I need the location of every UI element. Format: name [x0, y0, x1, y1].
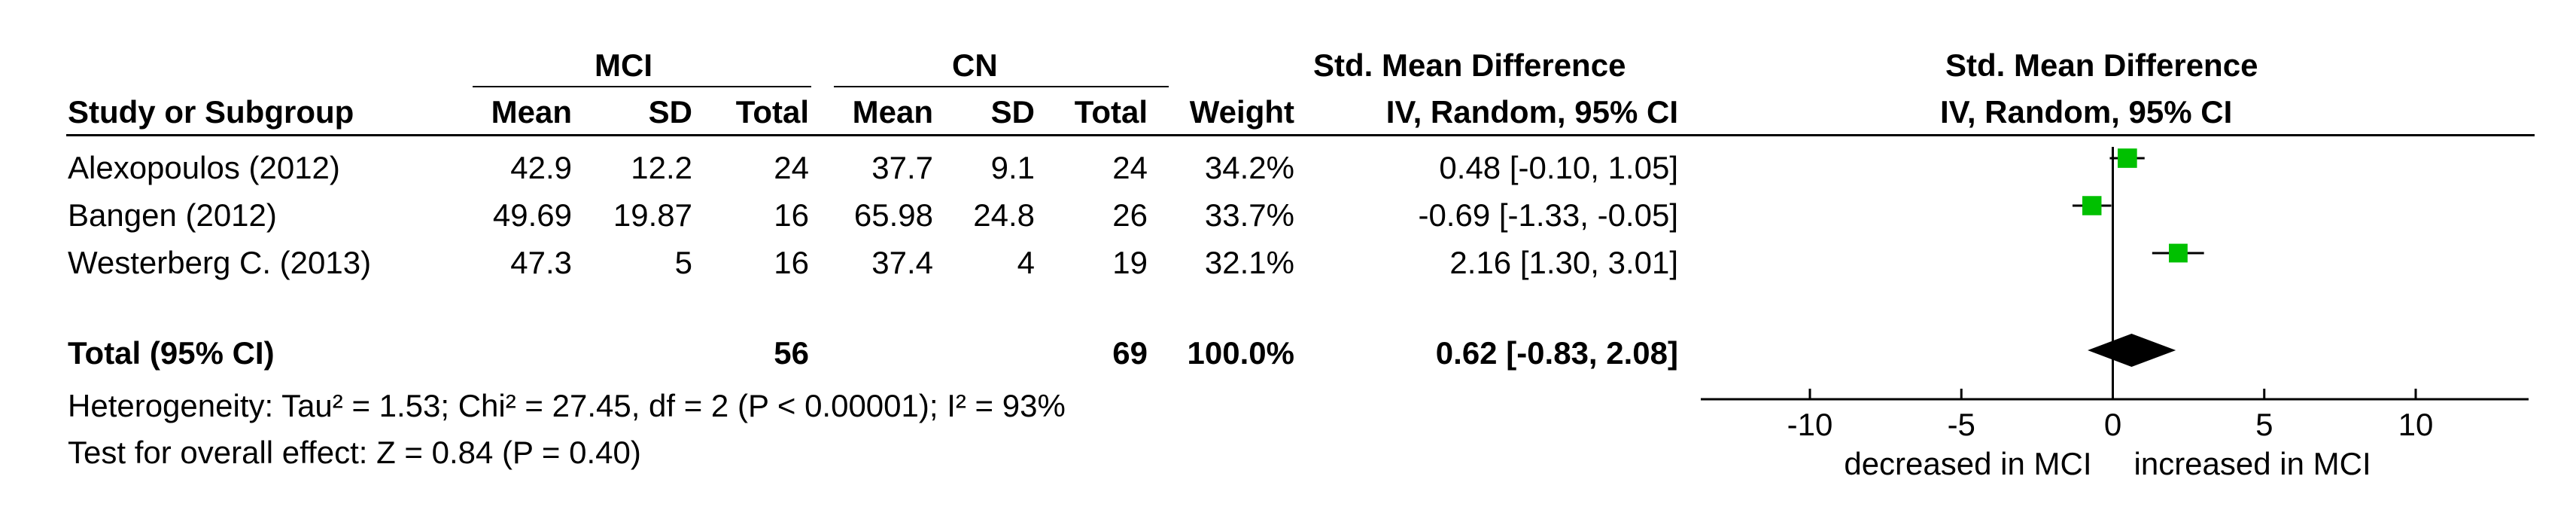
mci-group-header: MCI [595, 47, 652, 83]
row-cn-mean: 37.4 [871, 245, 933, 280]
right-direction-label: increased in MCI [2134, 446, 2371, 481]
study-marker [2117, 148, 2137, 168]
x-tick-label: 5 [2255, 407, 2273, 442]
smd-group-header: Std. Mean Difference [1313, 47, 1626, 83]
row-cn-sd: 24.8 [973, 197, 1035, 233]
col-weight: Weight [1189, 94, 1294, 130]
row-mci-sd: 19.87 [613, 197, 692, 233]
heterogeneity-text: Heterogeneity: Tau² = 1.53; Chi² = 27.45… [68, 388, 1066, 423]
row-cn-sd: 4 [1017, 245, 1035, 280]
row-smd: 2.16 [1.30, 3.01] [1449, 245, 1678, 280]
left-direction-label: decreased in MCI [1844, 446, 2091, 481]
row-mci-total: 24 [774, 150, 809, 185]
row-study: Bangen (2012) [68, 197, 277, 233]
row-mci-total: 16 [774, 197, 809, 233]
study-marker [2169, 243, 2188, 263]
row-mci-sd: 12.2 [631, 150, 692, 185]
x-tick-label: -5 [1948, 407, 1975, 442]
col-mci-sd: SD [648, 94, 692, 130]
row-cn-mean: 37.7 [871, 150, 933, 185]
row-cn-total: 26 [1112, 197, 1148, 233]
row-smd: 0.48 [-0.10, 1.05] [1439, 150, 1678, 185]
row-weight: 34.2% [1204, 150, 1294, 185]
row-study: Alexopoulos (2012) [68, 150, 340, 185]
row-mci-mean: 47.3 [510, 245, 572, 280]
study-marker [2082, 196, 2102, 215]
x-tick-label: -10 [1787, 407, 1833, 442]
total-mci-total: 56 [774, 335, 809, 371]
total-label: Total (95% CI) [68, 335, 275, 371]
row-mci-mean: 42.9 [510, 150, 572, 185]
cn-header-rule [834, 86, 1169, 87]
row-weight: 32.1% [1204, 245, 1294, 280]
x-tick-label: 0 [2104, 407, 2121, 442]
col-smd: IV, Random, 95% CI [1385, 94, 1678, 130]
overall-effect-text: Test for overall effect: Z = 0.84 (P = 0… [68, 435, 641, 470]
row-smd: -0.69 [-1.33, -0.05] [1418, 197, 1678, 233]
col-cn-total: Total [1074, 94, 1148, 130]
x-tick-label: 10 [2398, 407, 2434, 442]
cn-group-header: CN [952, 47, 998, 83]
row-cn-total: 24 [1112, 150, 1148, 185]
row-study: Westerberg C. (2013) [68, 245, 372, 280]
plot-group-header: Std. Mean Difference [1945, 47, 2258, 83]
col-mci-mean: Mean [491, 94, 572, 130]
row-cn-total: 19 [1112, 245, 1148, 280]
total-cn-total: 69 [1112, 335, 1148, 371]
row-mci-sd: 5 [674, 245, 692, 280]
col-mci-total: Total [735, 94, 809, 130]
col-cn-sd: SD [990, 94, 1035, 130]
row-cn-mean: 65.98 [853, 197, 933, 233]
row-weight: 33.7% [1204, 197, 1294, 233]
col-study: Study or Subgroup [68, 94, 354, 130]
row-mci-total: 16 [774, 245, 809, 280]
mci-header-rule [473, 86, 811, 87]
col-cn-mean: Mean [852, 94, 933, 130]
total-weight: 100.0% [1187, 335, 1294, 371]
header-rule [66, 134, 2535, 136]
row-cn-sd: 9.1 [990, 150, 1035, 185]
total-smd: 0.62 [-0.83, 2.08] [1435, 335, 1678, 371]
pooled-diamond [2088, 334, 2176, 367]
row-mci-mean: 49.69 [492, 197, 572, 233]
col-plot: IV, Random, 95% CI [1940, 94, 2233, 130]
